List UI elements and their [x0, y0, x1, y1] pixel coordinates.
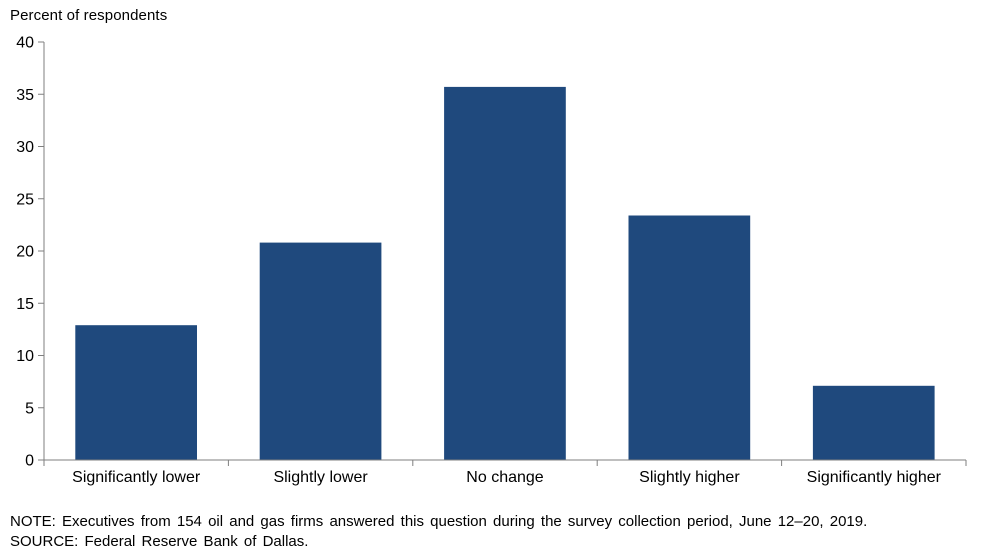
x-tick-label: Slightly higher — [639, 469, 740, 486]
y-axis-label: Percent of respondents — [10, 7, 168, 24]
y-tick-label: 0 — [25, 453, 34, 470]
y-tick-label: 25 — [16, 191, 34, 208]
bar — [444, 86, 566, 461]
y-tick-label: 5 — [25, 400, 34, 417]
y-tick-label: 30 — [16, 139, 34, 156]
y-tick-label: 10 — [16, 348, 34, 365]
x-tick-label: Slightly lower — [273, 469, 368, 486]
x-axis: Significantly lower Slightly lower No chan… — [43, 459, 967, 486]
bar — [75, 325, 197, 460]
y-tick-label: 35 — [16, 87, 34, 104]
note-text: NOTE: Executives from 154 oil and gas fi… — [10, 513, 868, 530]
y-tick-label: 20 — [16, 244, 34, 261]
bar — [812, 385, 935, 460]
x-tick-label: Significantly higher — [807, 469, 942, 486]
x-tick-label: Significantly lower — [72, 469, 201, 486]
bars-group — [75, 86, 935, 461]
y-tick-label: 15 — [16, 296, 34, 313]
y-tick-label: 40 — [16, 35, 34, 52]
y-axis: 0 5 10 15 20 25 30 35 40 — [16, 35, 45, 470]
x-tick-label: No change — [466, 469, 543, 486]
source-text: SOURCE: Federal Reserve Bank of Dallas. — [10, 533, 309, 550]
bar — [259, 242, 382, 460]
bar-chart: 0 5 10 15 20 25 30 35 40 Significantly lower Slig… — [16, 35, 967, 486]
bar — [628, 215, 751, 460]
